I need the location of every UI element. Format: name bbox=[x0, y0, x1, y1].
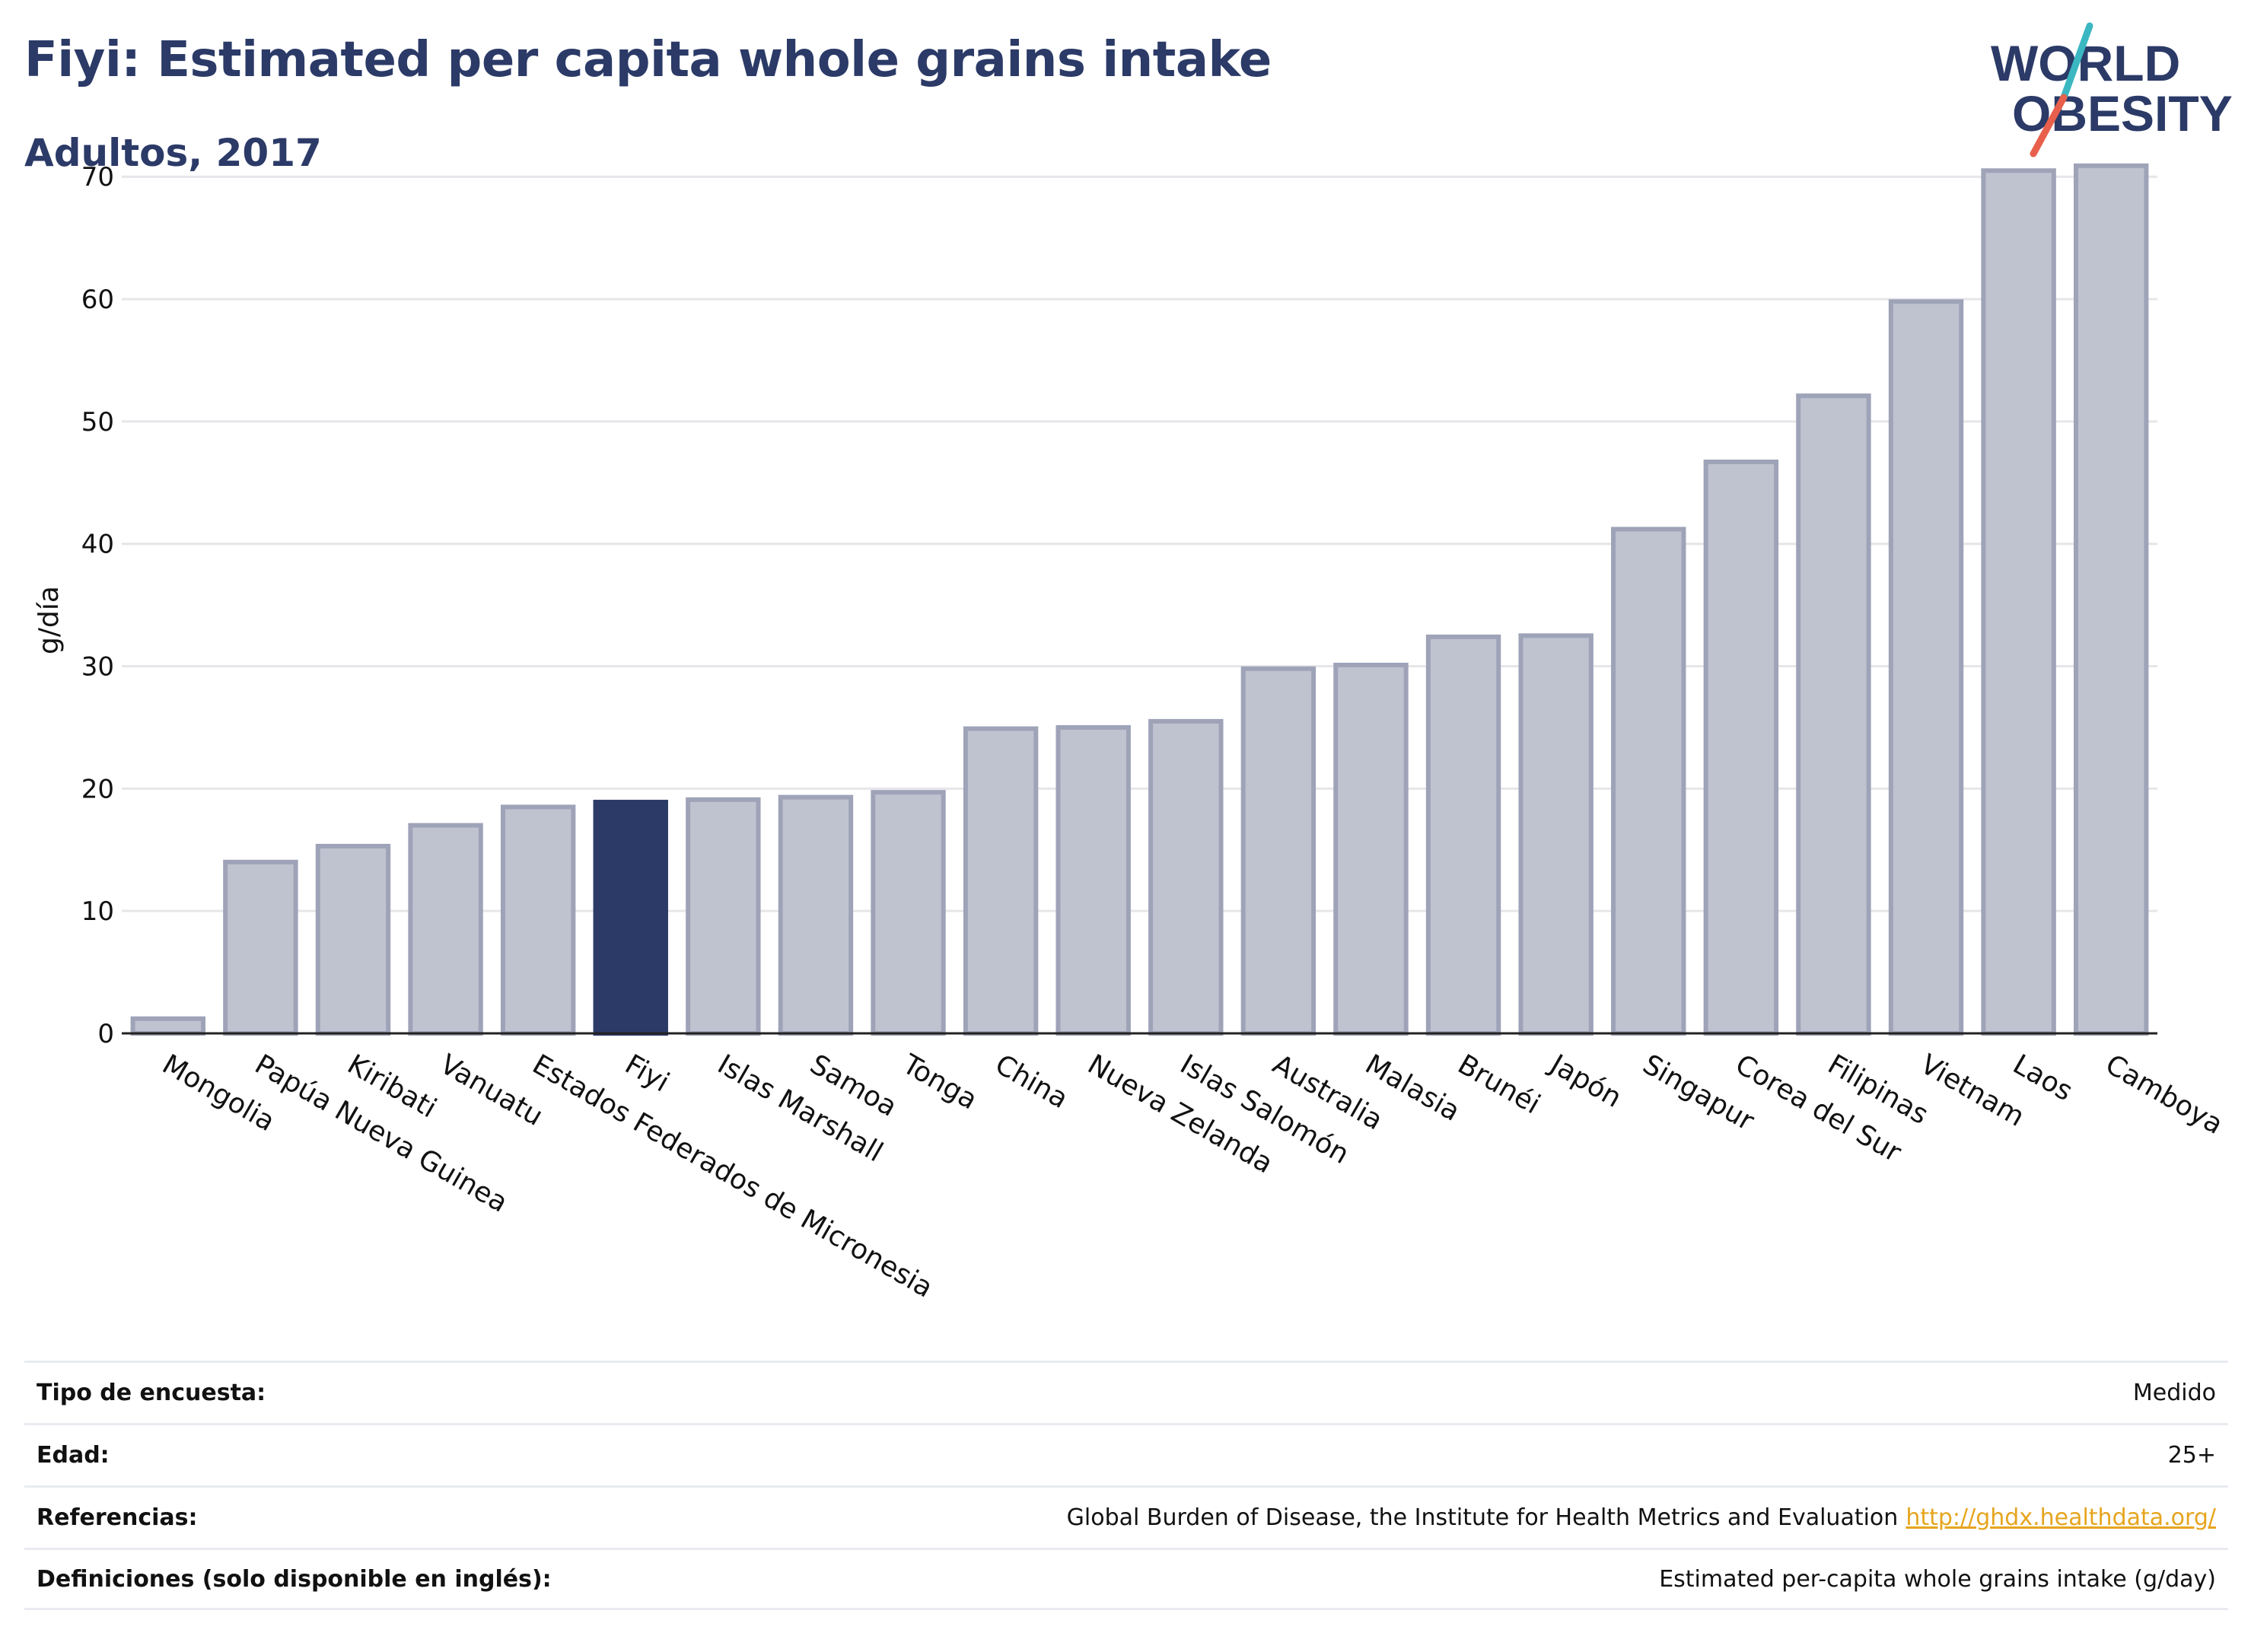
meta-label: Referencias: bbox=[37, 1504, 198, 1531]
x-tick-label: Tonga bbox=[896, 1049, 982, 1116]
bar bbox=[130, 1016, 205, 1036]
reference-text: Global Burden of Disease, the Institute … bbox=[1066, 1504, 1899, 1531]
y-tick-label: 70 bbox=[81, 162, 114, 193]
meta-label: Tipo de encuesta: bbox=[37, 1380, 266, 1406]
bar bbox=[500, 804, 576, 1036]
meta-row-references: Referencias: Global Burden of Disease, t… bbox=[24, 1485, 2228, 1548]
bar bbox=[408, 823, 483, 1036]
meta-row-definitions: Definiciones (solo disponible en inglés)… bbox=[24, 1548, 2228, 1610]
metadata-table: Tipo de encuesta: Medido Edad: 25+ Refer… bbox=[24, 1361, 2228, 1610]
x-tick-label: Vietnam bbox=[1915, 1049, 2030, 1133]
y-tick-label: 30 bbox=[81, 652, 114, 683]
bar bbox=[1240, 666, 1317, 1036]
meta-value: 25+ bbox=[2167, 1442, 2216, 1469]
logo-slash-bottom bbox=[2030, 94, 2068, 158]
page-title: Fiyi: Estimated per capita whole grains … bbox=[24, 32, 1272, 88]
bar bbox=[871, 790, 946, 1036]
x-tick-label: Vanuatu bbox=[435, 1049, 548, 1132]
bar bbox=[315, 843, 391, 1036]
bar bbox=[1055, 724, 1131, 1036]
bar bbox=[1333, 662, 1409, 1036]
meta-row-survey: Tipo de encuesta: Medido bbox=[24, 1361, 2228, 1423]
bar bbox=[1611, 527, 1686, 1036]
y-tick-label: 50 bbox=[81, 407, 114, 438]
bar bbox=[1518, 633, 1594, 1036]
bar bbox=[963, 726, 1039, 1036]
x-tick-label: Brunéi bbox=[1453, 1049, 1546, 1120]
bar bbox=[1425, 634, 1501, 1036]
bar bbox=[1796, 393, 1871, 1036]
bar bbox=[686, 797, 761, 1036]
meta-value: Global Burden of Disease, the Institute … bbox=[1067, 1504, 2216, 1531]
bar bbox=[2074, 163, 2149, 1036]
y-tick-label: 20 bbox=[81, 774, 114, 804]
meta-row-age: Edad: 25+ bbox=[24, 1423, 2228, 1485]
x-tick-label: China bbox=[990, 1049, 1074, 1115]
bar bbox=[1981, 168, 2056, 1036]
y-tick-label: 60 bbox=[81, 285, 114, 315]
y-axis-label: g/día bbox=[33, 586, 65, 654]
bar bbox=[1888, 299, 1964, 1036]
meta-label: Definiciones (solo disponible en inglés)… bbox=[37, 1565, 552, 1593]
x-tick-label: Camboya bbox=[2100, 1049, 2228, 1141]
bar bbox=[778, 794, 854, 1036]
meta-label: Edad: bbox=[37, 1442, 110, 1469]
logo-slash-top bbox=[2060, 22, 2093, 101]
page-subtitle: Adultos, 2017 bbox=[24, 131, 322, 175]
y-tick-label: 40 bbox=[81, 530, 114, 560]
x-tick-label: Japón bbox=[1543, 1048, 1626, 1114]
bar bbox=[1148, 718, 1224, 1036]
bar bbox=[1703, 459, 1779, 1036]
meta-value: Medido bbox=[2132, 1380, 2216, 1406]
y-tick-label: 10 bbox=[81, 896, 114, 927]
reference-link[interactable]: http://ghdx.healthdata.org/ bbox=[1906, 1504, 2216, 1531]
x-tick-label: Fiyi bbox=[619, 1049, 674, 1098]
meta-value: Estimated per-capita whole grains intake… bbox=[1659, 1565, 2216, 1593]
bar bbox=[223, 859, 298, 1036]
y-tick-label: 0 bbox=[97, 1019, 114, 1049]
world-obesity-logo: WORLD OBESITY bbox=[1991, 22, 2233, 158]
bar-highlight bbox=[593, 800, 668, 1036]
